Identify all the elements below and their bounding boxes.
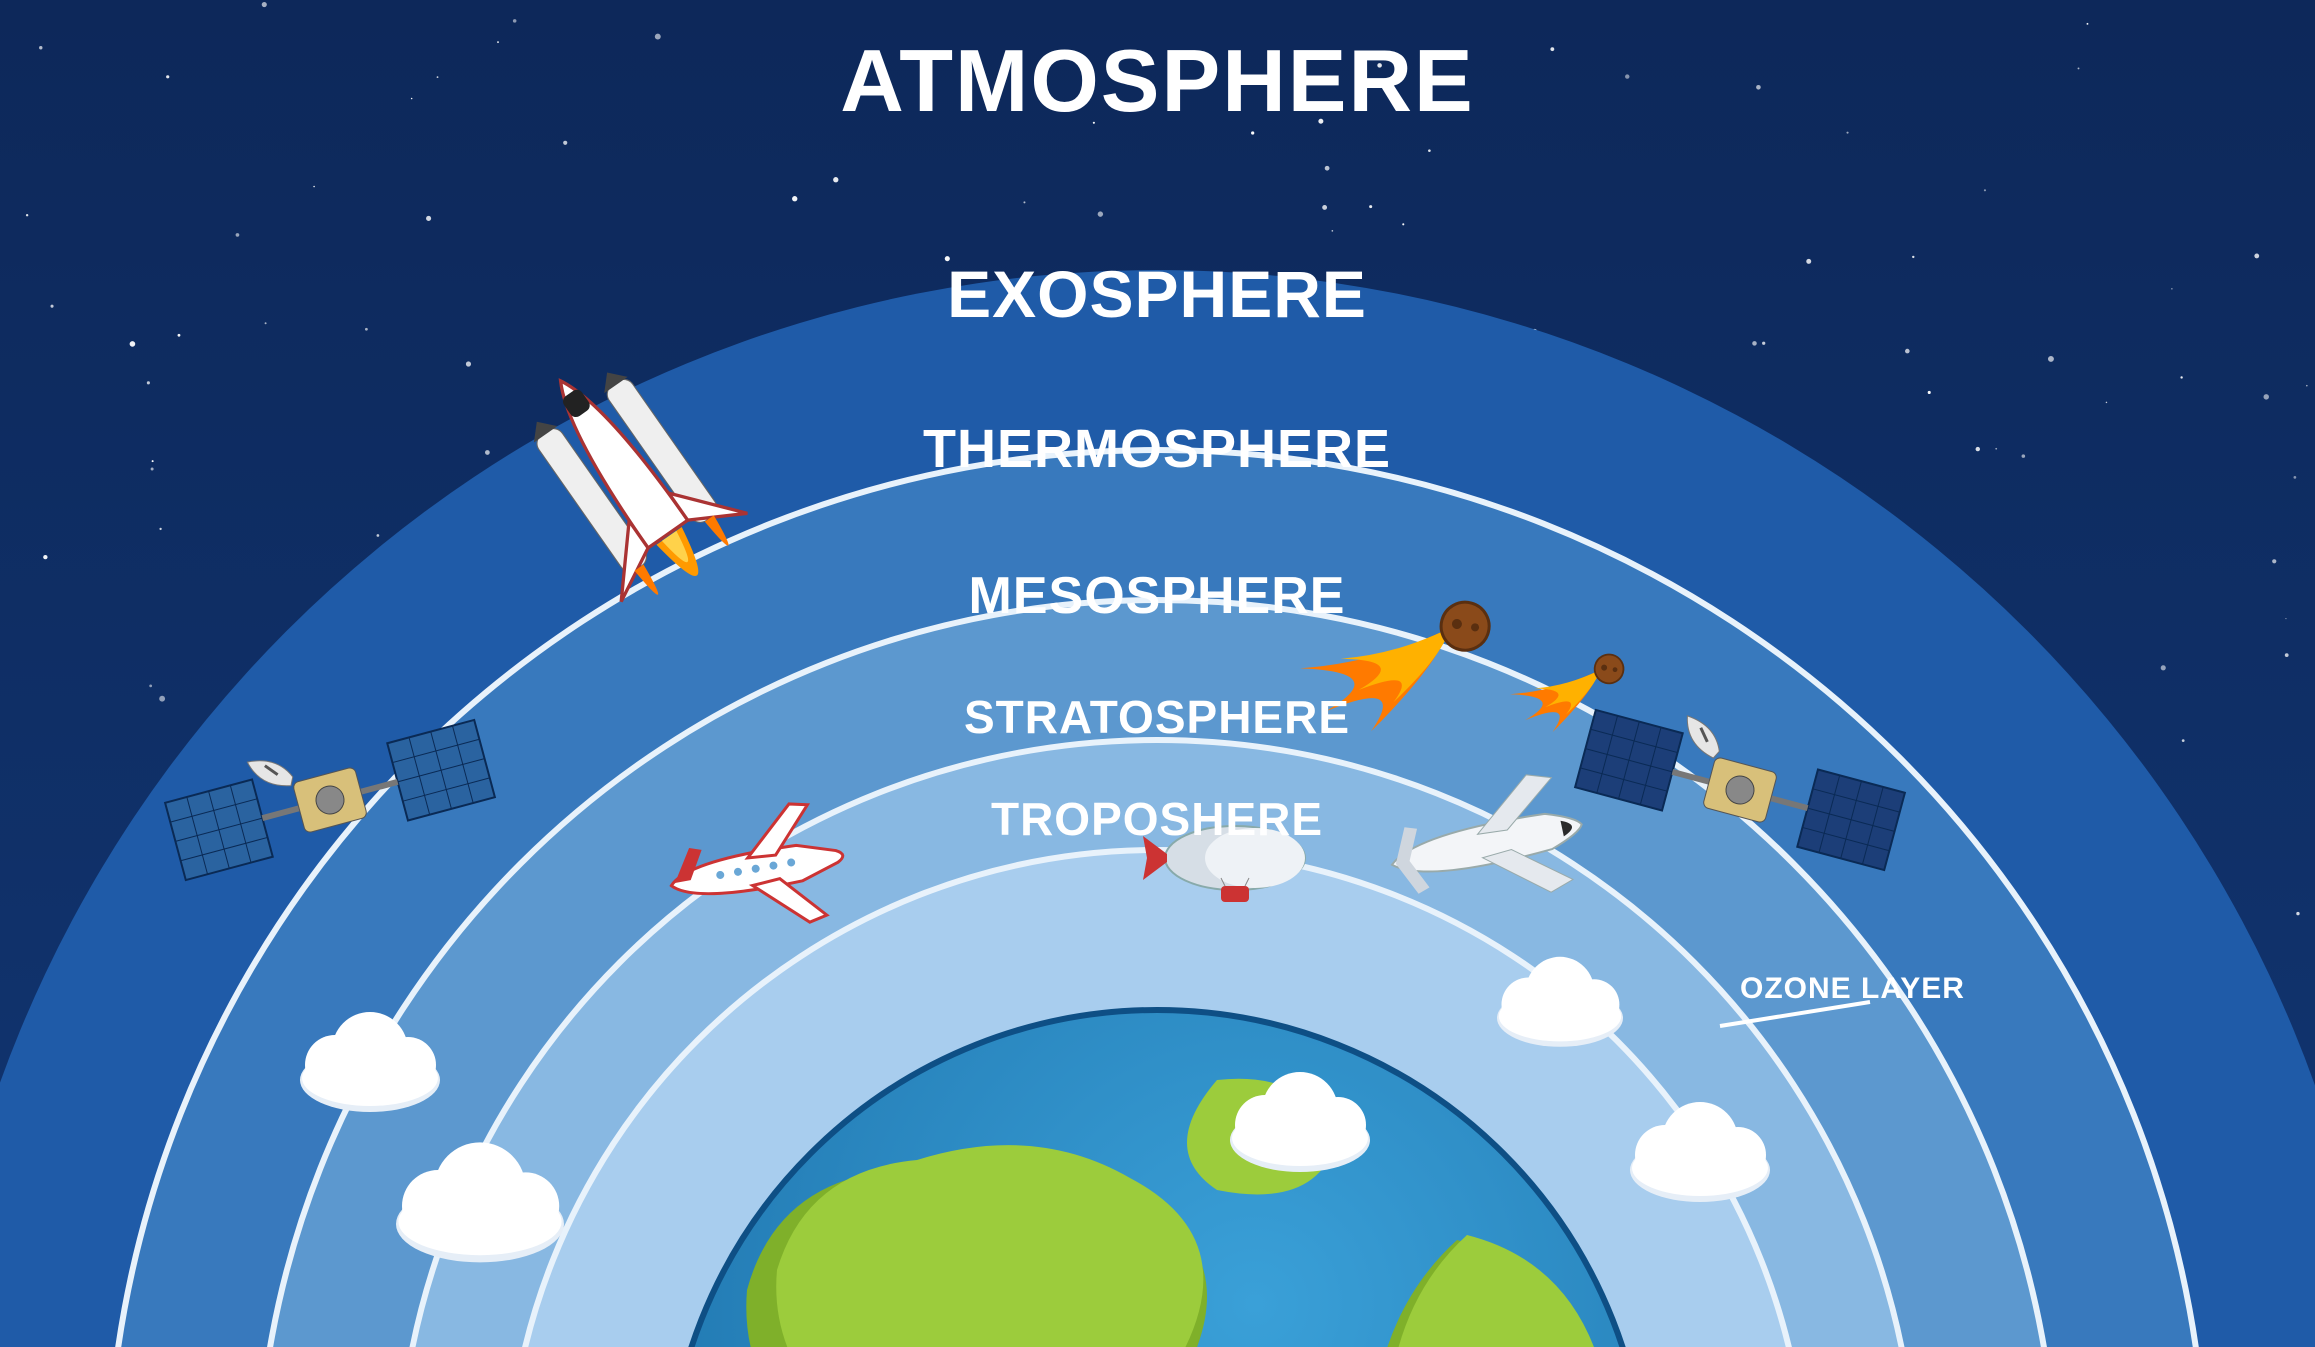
- layer-label-stratosphere: STRATOSPHERE: [964, 690, 1350, 744]
- layer-label-exosphere: EXOSPHERE: [947, 256, 1367, 332]
- ozone-layer-label: OZONE LAYER: [1740, 972, 1965, 1006]
- page-title: ATMOSPHERE: [0, 30, 2315, 132]
- layer-label-mesosphere: MESOSPHERE: [969, 566, 1346, 626]
- layer-label-thermosphere: THERMOSPHERE: [923, 418, 1391, 480]
- layer-label-troposhere: TROPOSHERE: [991, 792, 1323, 846]
- atmosphere-diagram: [0, 0, 2315, 1347]
